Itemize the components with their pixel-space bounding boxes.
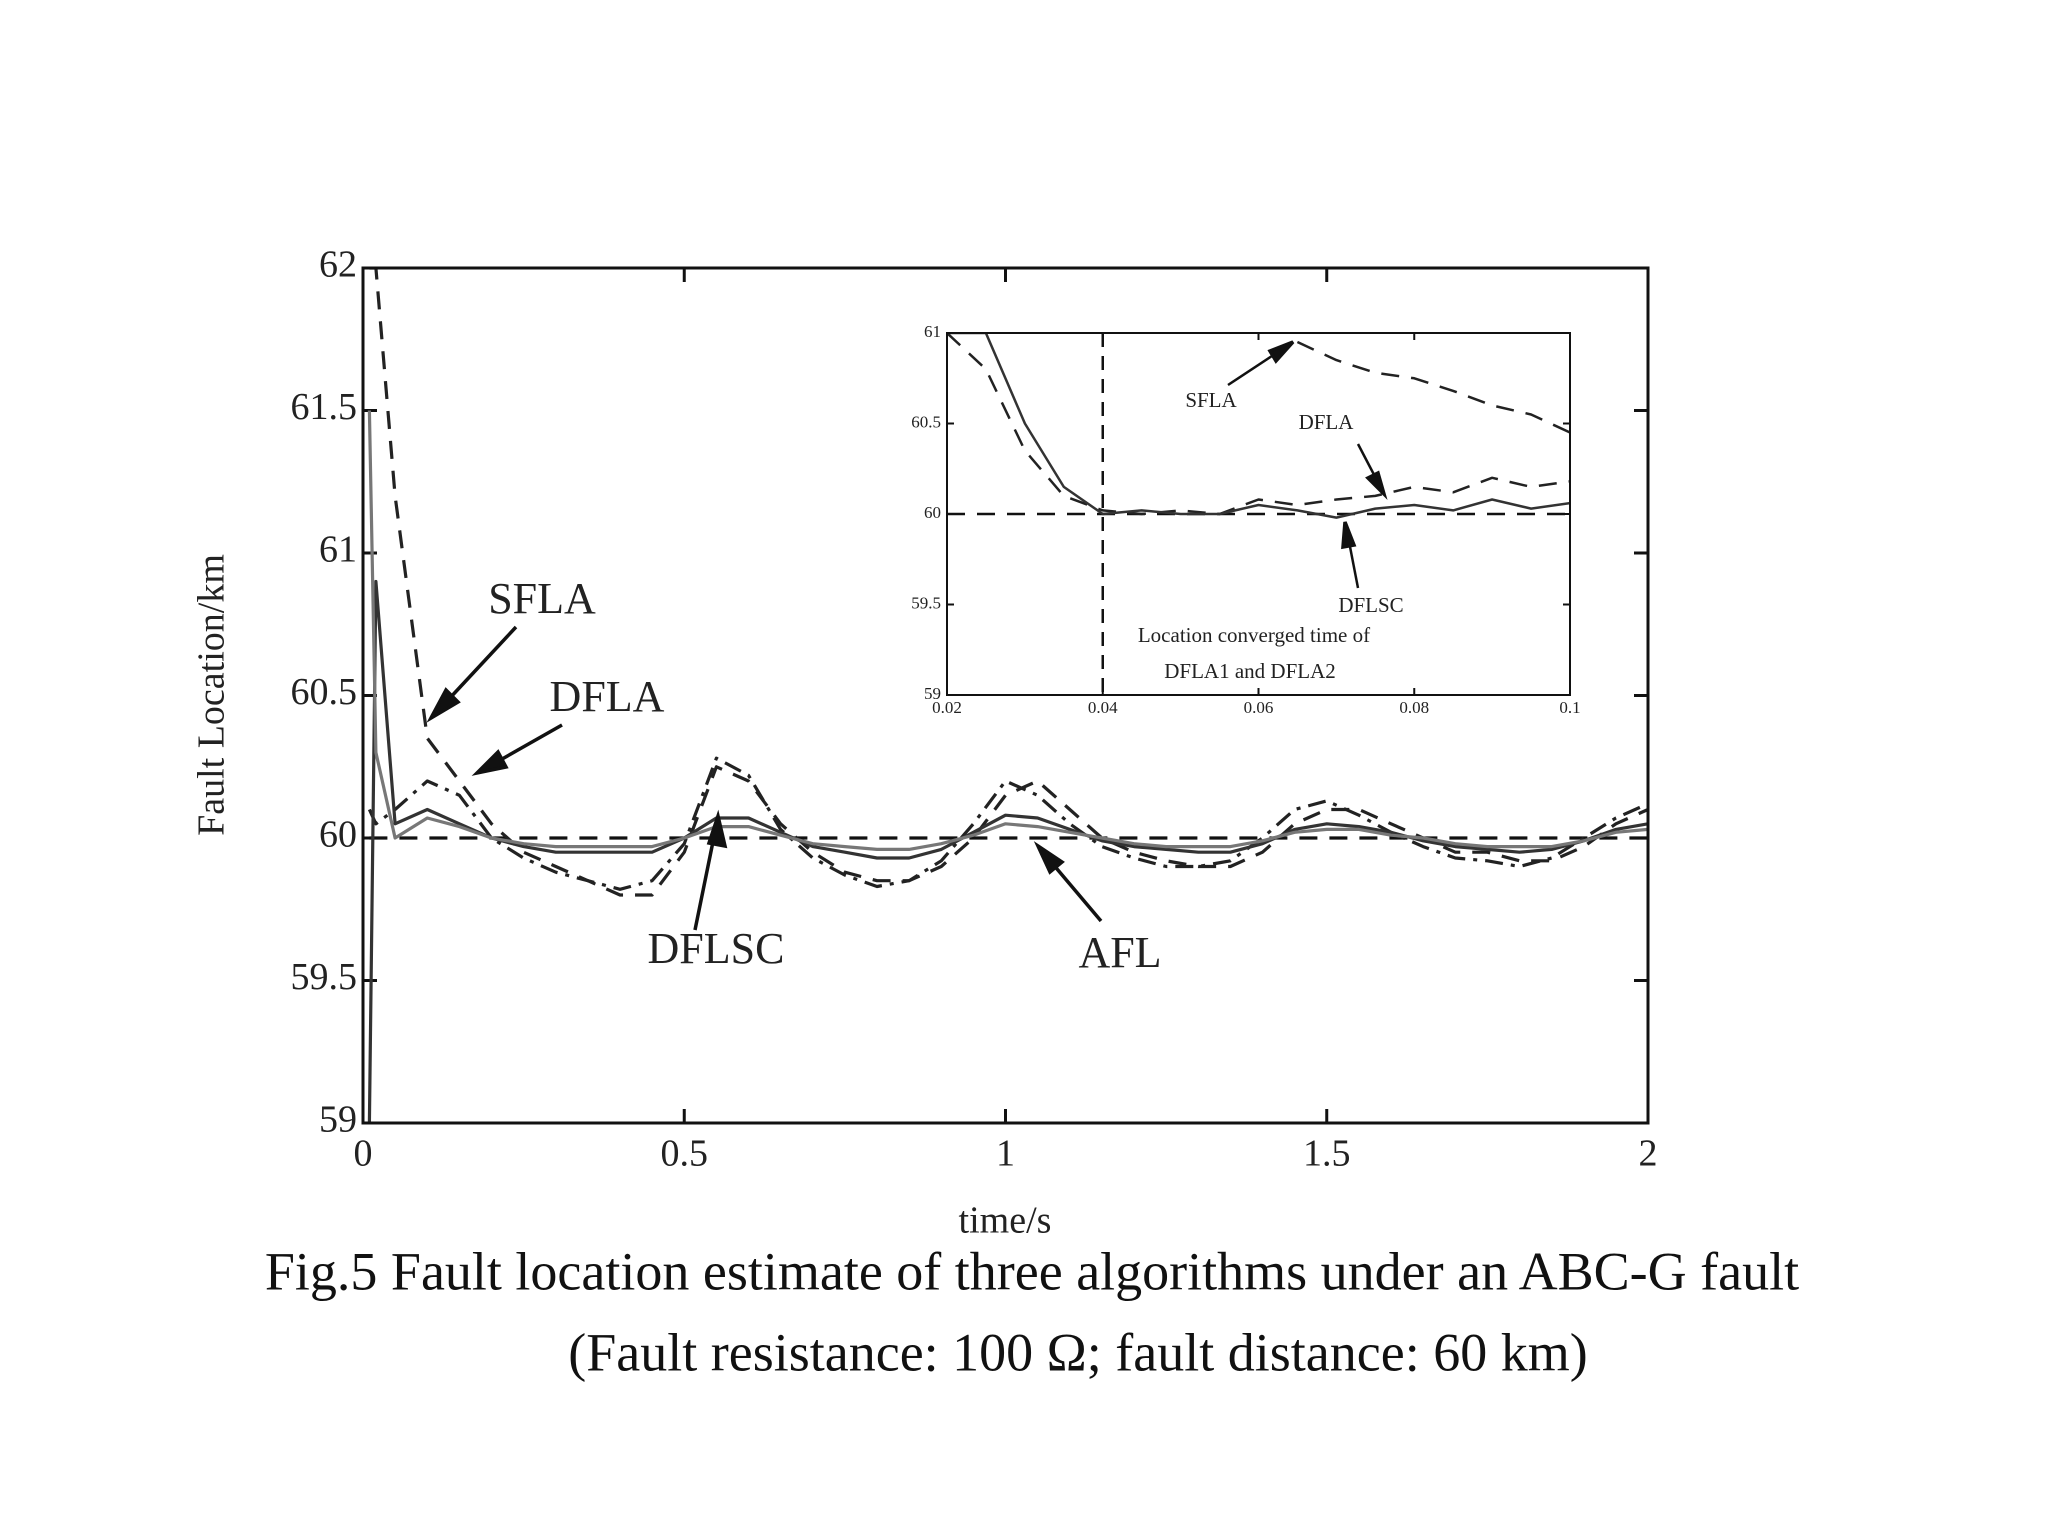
y-tick-label: 60.5 <box>911 412 941 431</box>
y-tick-label: 61 <box>924 322 941 341</box>
x-tick-label: 0 <box>354 1133 373 1175</box>
main-chart: 59 59.5 60 60.5 61 61.5 62 0 0.5 1 1.5 2 SFLA DFLA DFL… <box>291 244 1658 1175</box>
arrow-head <box>1341 521 1357 550</box>
inset-chart: 59 59.5 60 60.5 61 0.02 0.04 0.06 0.08 0.1 SFLA DFL… <box>911 322 1580 717</box>
y-tick-label: 61 <box>319 529 357 571</box>
series-line <box>367 756 1648 891</box>
y-tick-label: 59 <box>319 1099 357 1141</box>
y-tick-label: 60 <box>319 814 357 856</box>
y-tick-label: 59 <box>924 684 941 703</box>
x-tick-label: 0.1 <box>1559 698 1580 717</box>
x-tick-label: 1 <box>996 1133 1015 1175</box>
x-tick-label: 0.08 <box>1399 698 1429 717</box>
y-tick-label: 59.5 <box>291 956 358 998</box>
x-tick-label: 0.5 <box>661 1133 709 1175</box>
x-axis-label: time/s <box>959 1200 1052 1242</box>
x-tick-label: 0.04 <box>1088 698 1118 717</box>
arrow-head <box>1033 841 1065 875</box>
y-axis-label: Fault Location/km <box>191 554 233 836</box>
annotation: DFLSC <box>648 924 785 973</box>
series-line <box>367 410 1648 851</box>
y-tick-label: 60.5 <box>291 671 358 713</box>
arrow-head <box>426 687 461 723</box>
caption: (Fault resistance: 100 Ω; fault distance… <box>568 1322 1587 1382</box>
series-line <box>947 333 1570 519</box>
annotation: DFLSC <box>1338 593 1403 617</box>
annotation: SFLA <box>488 574 596 623</box>
arrow-head <box>1267 340 1295 364</box>
x-tick-label: 0.02 <box>932 698 962 717</box>
x-tick-label: 0.06 <box>1244 698 1274 717</box>
x-tick-label: 1.5 <box>1303 1133 1351 1175</box>
series-line <box>947 333 1570 516</box>
annotation: DFLA1 and DFLA2 <box>1164 659 1336 683</box>
arrows <box>426 340 1388 931</box>
x-tick-label: 2 <box>1639 1133 1658 1175</box>
annotation: SFLA <box>1185 388 1237 412</box>
y-tick-label: 59.5 <box>911 593 941 612</box>
annotation: Location converged time of <box>1138 623 1370 647</box>
plot-frame <box>361 266 1650 1125</box>
arrow-head <box>706 809 728 849</box>
series-line <box>367 579 1648 1123</box>
y-tick-label: 62 <box>319 244 357 286</box>
y-tick-label: 60 <box>924 503 941 522</box>
y-tick-label: 61.5 <box>291 386 358 428</box>
caption: Fig.5 Fault location estimate of three a… <box>265 1241 1799 1301</box>
annotation: DFLA <box>550 672 665 721</box>
arrow-head <box>1365 470 1388 501</box>
arrow-head <box>471 749 509 776</box>
plot-frame <box>946 332 1571 696</box>
annotation: AFL <box>1078 928 1161 977</box>
annotation: DFLA <box>1299 410 1355 434</box>
